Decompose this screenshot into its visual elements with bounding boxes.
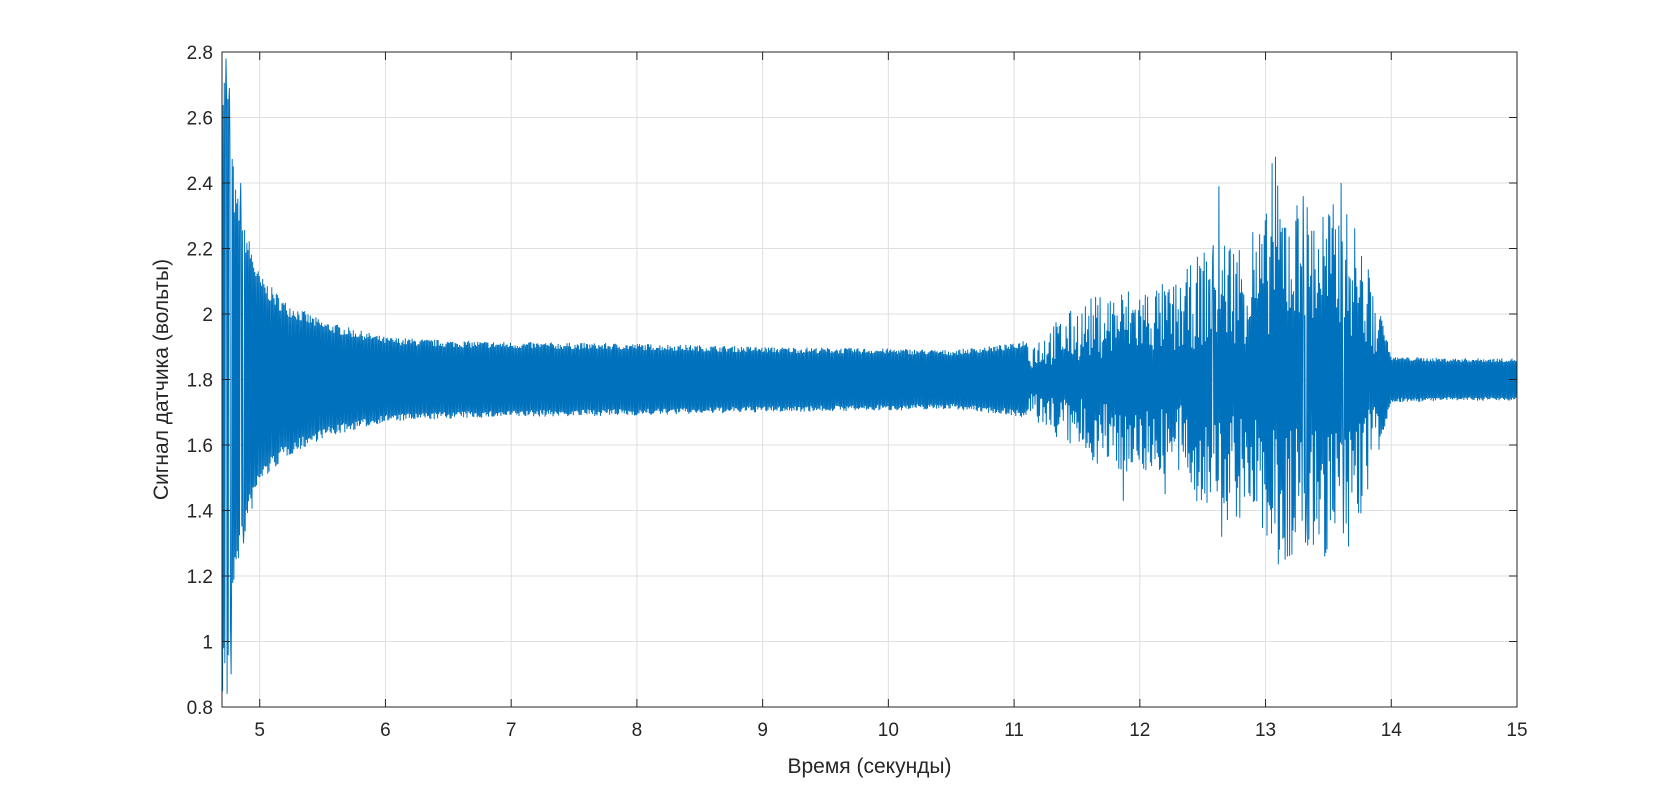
y-tick-label: 2.4	[187, 174, 214, 195]
x-tick-labels: 5 6 7 8 9 10 11 12 13 14 15	[254, 720, 1527, 741]
x-tick-label: 9	[757, 720, 768, 741]
y-tick-label: 2.2	[187, 240, 213, 261]
y-tick-label: 2.8	[187, 43, 213, 64]
signal-line	[221, 58, 1517, 694]
x-tick-label: 6	[380, 720, 391, 741]
y-tick-label: 1.4	[187, 502, 214, 523]
x-tick-label: 13	[1255, 720, 1276, 741]
x-tick-label: 14	[1381, 720, 1403, 741]
plot-area	[221, 58, 1517, 694]
y-tick-label: 2	[202, 305, 213, 326]
x-tick-label: 15	[1506, 720, 1527, 741]
x-tick-label: 10	[878, 720, 899, 741]
y-tick-label: 2.6	[187, 109, 213, 130]
tick-marks	[222, 51, 1518, 708]
x-tick-label: 7	[506, 720, 517, 741]
y-tick-label: 1.2	[187, 567, 213, 588]
y-tick-label: 1.6	[187, 436, 213, 457]
x-axis-label: Время (секунды)	[787, 755, 951, 778]
y-tick-label: 1.8	[187, 371, 213, 392]
x-tick-label: 11	[1004, 720, 1024, 741]
x-tick-label: 8	[632, 720, 643, 741]
y-tick-label: 1	[202, 633, 213, 654]
x-tick-label: 12	[1129, 720, 1150, 741]
x-tick-label: 5	[254, 720, 265, 741]
y-tick-labels: 0.8 1 1.2 1.4 1.6 1.8 2 2.2 2.4 2.6 2.8	[187, 43, 214, 719]
y-tick-label: 0.8	[187, 698, 213, 719]
y-axis-label: Сигнал датчика (вольты)	[150, 259, 173, 500]
